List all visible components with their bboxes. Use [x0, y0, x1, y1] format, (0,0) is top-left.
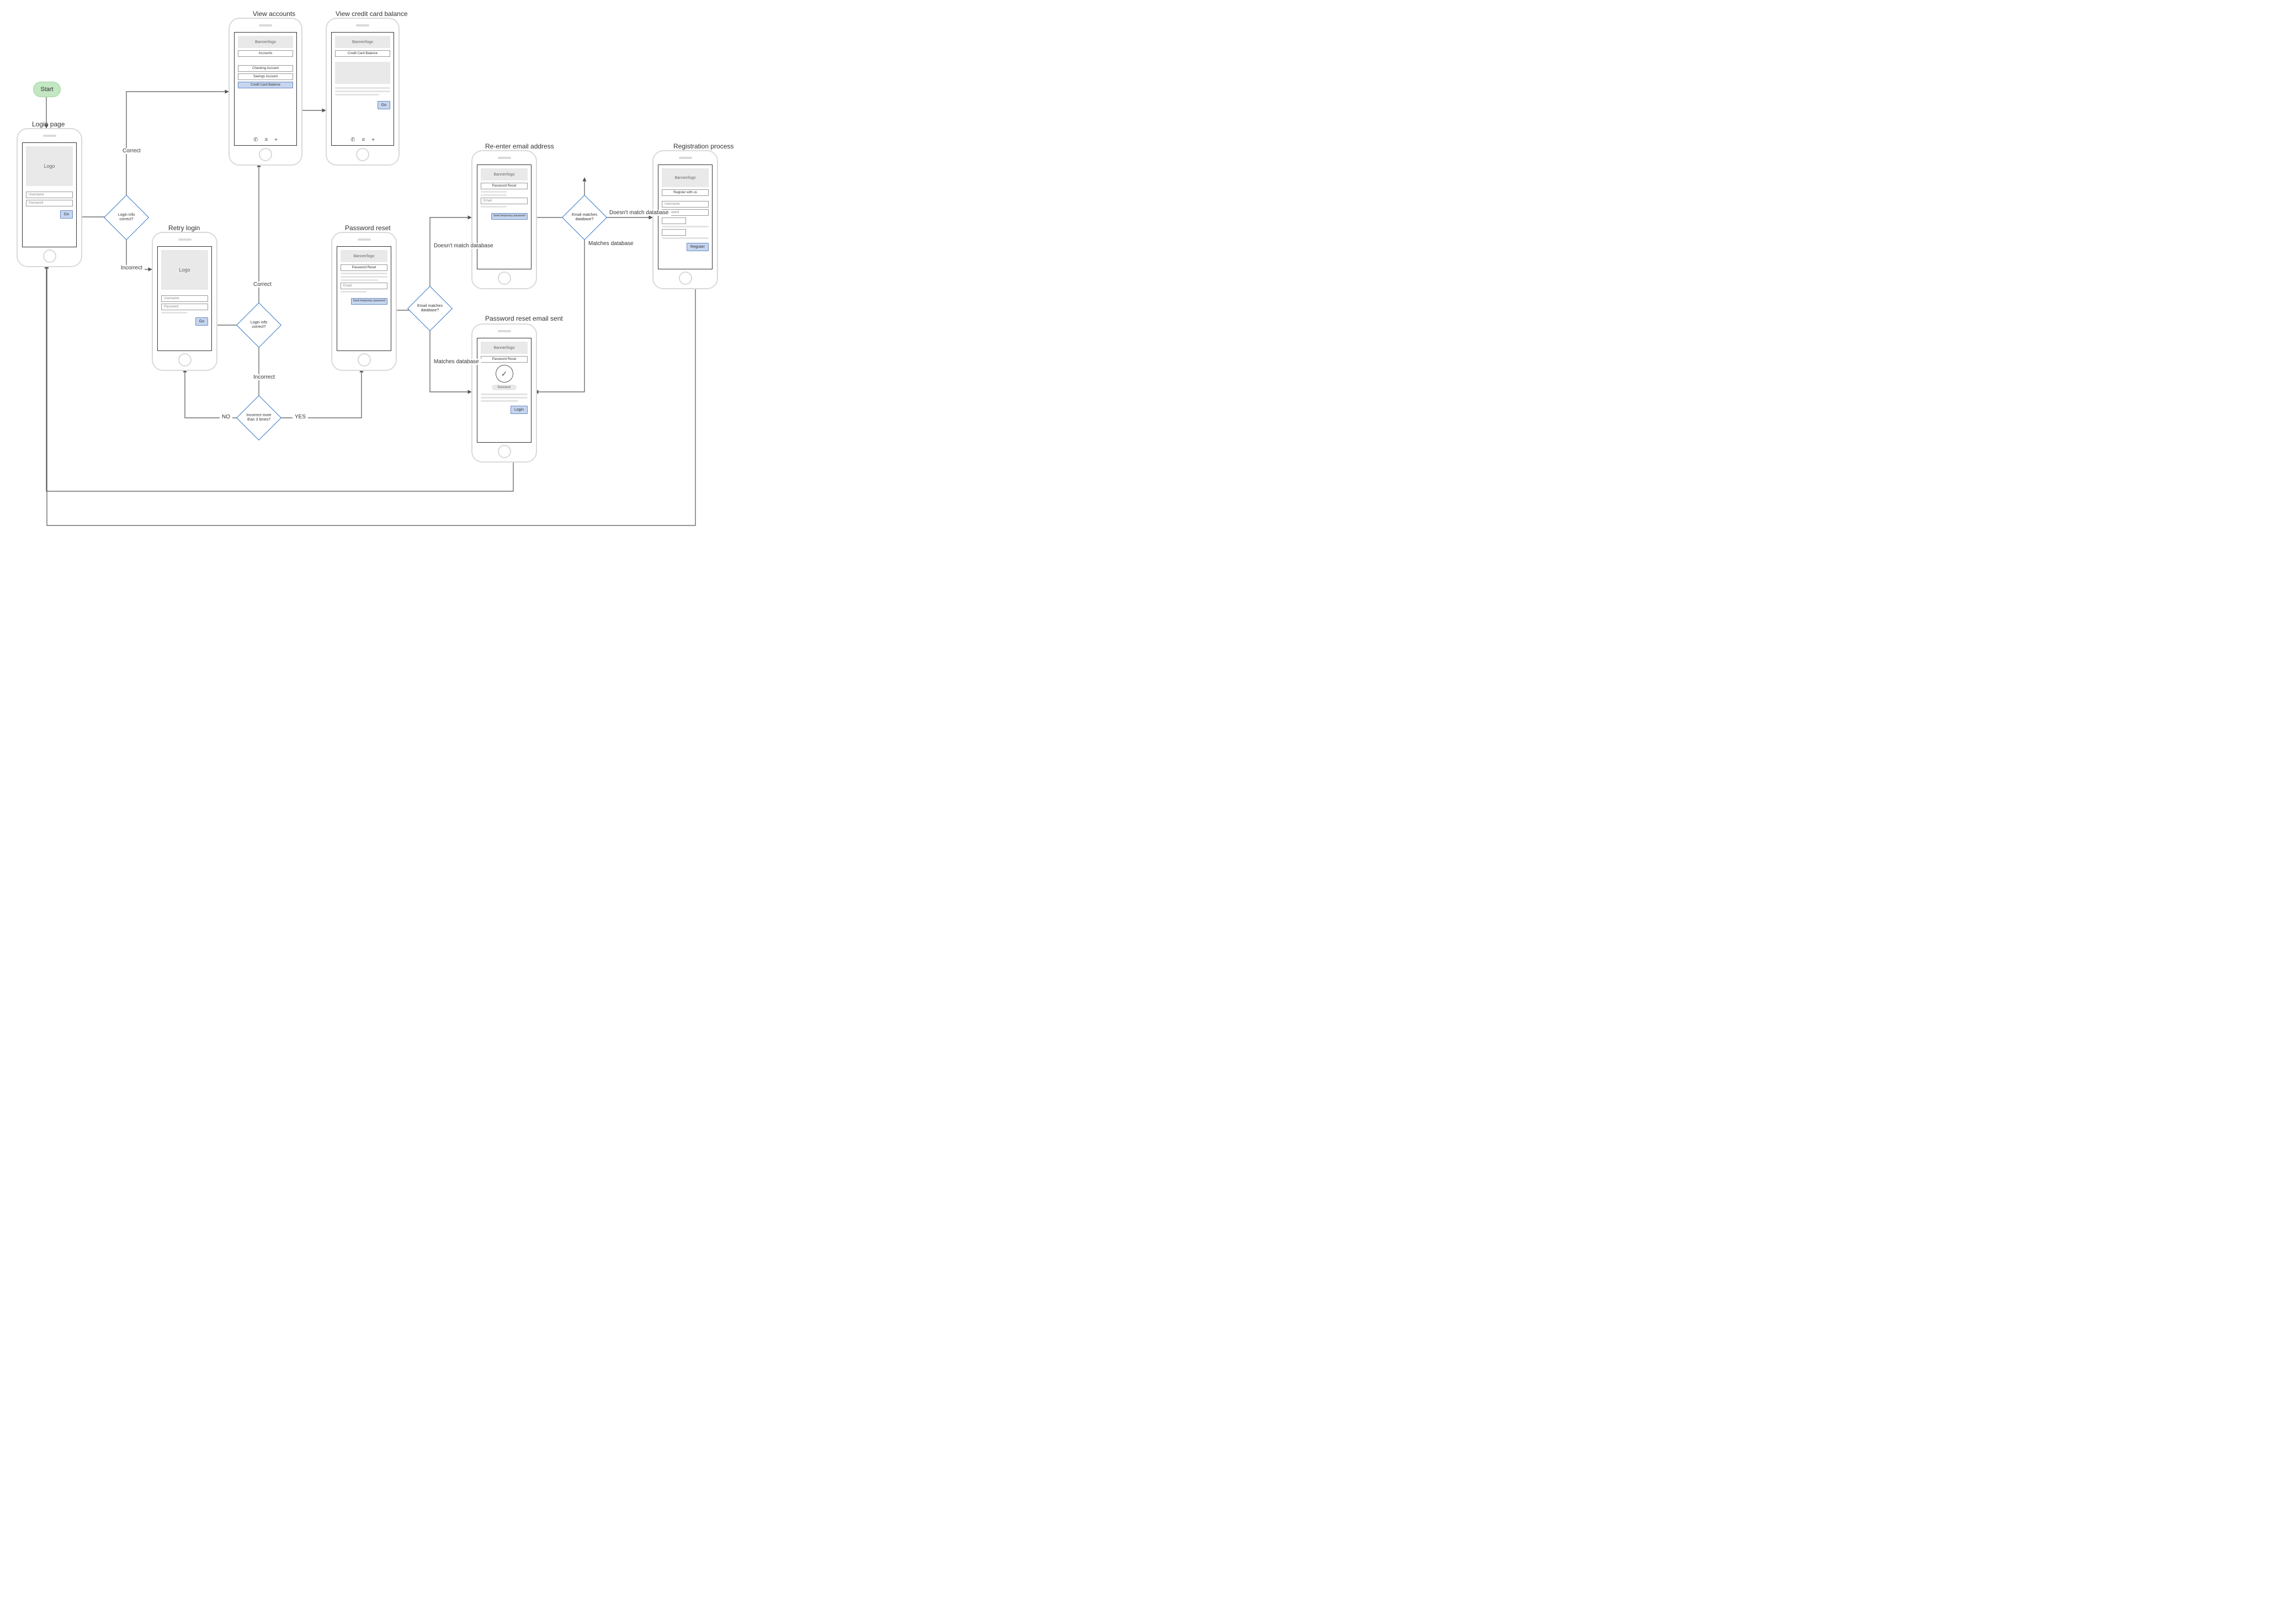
sent-banner: Banner/logo	[481, 342, 528, 354]
accounts-header: Accounts	[238, 50, 293, 57]
phone-reenter: Banner/logo Password Reset Email Send te…	[471, 150, 537, 289]
reenter-email[interactable]: Email	[481, 198, 528, 204]
phone-login: Logo Username Password Go	[17, 128, 82, 267]
lbl-no: NO	[220, 414, 232, 420]
reenter-header: Password Reset	[481, 183, 528, 189]
cc-banner: Banner/logo	[335, 36, 390, 48]
phone-icon[interactable]: ✆	[253, 137, 258, 143]
reenter-send-button[interactable]: Send temporary password	[491, 213, 528, 220]
cc-go-button[interactable]: Go	[378, 101, 390, 109]
phone-sent: Banner/logo Password Reset ✓ Success! Lo…	[471, 323, 537, 463]
location-icon[interactable]: ⌖	[371, 137, 375, 143]
decision-login2: Login info correct?	[243, 309, 275, 341]
pwreset-title: Password reset	[345, 224, 391, 232]
reenter-title: Re-enter email address	[485, 142, 554, 150]
cc-block	[335, 62, 390, 84]
phone-accounts: Banner/logo Accounts Checking Account Sa…	[228, 18, 302, 166]
lbl-correct1: Correct	[120, 148, 143, 154]
phone-reg: Banner/logo Register with us Username Pa…	[652, 150, 718, 289]
lbl-yes: YES	[293, 414, 308, 420]
success-pill: Success!	[492, 385, 516, 390]
reg-title: Registration process	[673, 142, 734, 150]
reg-field3[interactable]	[662, 217, 686, 224]
reenter-banner: Banner/logo	[481, 168, 528, 180]
reg-banner: Banner/logo	[662, 168, 709, 187]
decision-email1: Email matches database?	[414, 293, 446, 325]
phone-pwreset: Banner/logo Password Reset Email Send te…	[331, 232, 397, 371]
lbl-incorrect1: Incorrect	[119, 265, 145, 271]
username-field[interactable]: Username	[26, 192, 73, 198]
register-button[interactable]: Register	[687, 243, 709, 251]
lbl-nomatch2: Doesn't match database	[607, 210, 671, 216]
reg-header: Register with us	[662, 189, 709, 196]
checking-row[interactable]: Checking Account	[238, 65, 293, 72]
reg-username[interactable]: Username	[662, 201, 709, 208]
retry-go-button[interactable]: Go	[195, 317, 208, 326]
lbl-incorrect2: Incorrect	[251, 374, 277, 380]
login-logo: Logo	[26, 146, 73, 186]
decision-3times: Incorrect more than 3 times?	[243, 402, 275, 434]
lbl-nomatch1: Doesn't match database	[432, 243, 496, 249]
location-icon[interactable]: ⌖	[274, 137, 278, 143]
checkmark-icon: ✓	[496, 365, 513, 383]
cc-title: View credit card balance	[336, 10, 408, 18]
lbl-match1: Matches database	[432, 359, 481, 365]
accounts-banner: Banner/logo	[238, 36, 293, 48]
pwreset-email[interactable]: Email	[341, 283, 387, 289]
reg-field4[interactable]	[662, 229, 686, 236]
retry-password[interactable]: Password	[161, 304, 208, 310]
accounts-title: View accounts	[253, 10, 295, 18]
phone-cc: Banner/logo Credit Card Balance Go ✆ ≡ ⌖	[326, 18, 400, 166]
decision-email2: Email matches database?	[568, 201, 600, 233]
decision-login1: Login info correct?	[110, 201, 142, 233]
pwreset-banner: Banner/logo	[341, 250, 387, 262]
sent-login-button[interactable]: Login	[511, 406, 528, 414]
password-field[interactable]: Password	[26, 200, 73, 206]
login-title: Login page	[32, 120, 65, 128]
menu-icon[interactable]: ≡	[362, 137, 365, 143]
cc-balance-row[interactable]: Credit Card Balance	[238, 82, 293, 88]
menu-icon[interactable]: ≡	[264, 137, 268, 143]
sent-header: Password Reset	[481, 356, 528, 363]
pwreset-header: Password Reset	[341, 264, 387, 271]
retry-username[interactable]: Username	[161, 295, 208, 302]
retry-logo: Logo	[161, 250, 208, 290]
cc-header: Credit Card Balance	[335, 50, 390, 57]
phone-icon[interactable]: ✆	[350, 137, 355, 143]
sent-title: Password reset email sent	[485, 315, 563, 322]
start-node: Start	[33, 82, 61, 97]
retry-title: Retry login	[168, 224, 200, 232]
go-button[interactable]: Go	[60, 210, 73, 219]
error-line	[161, 312, 187, 314]
send-temp-password-button[interactable]: Send temporary password	[351, 298, 387, 305]
lbl-match2: Matches database	[586, 241, 636, 247]
phone-retry: Logo Username Password Go	[152, 232, 217, 371]
savings-row[interactable]: Savings Account	[238, 73, 293, 80]
lbl-correct2: Correct	[251, 282, 274, 288]
